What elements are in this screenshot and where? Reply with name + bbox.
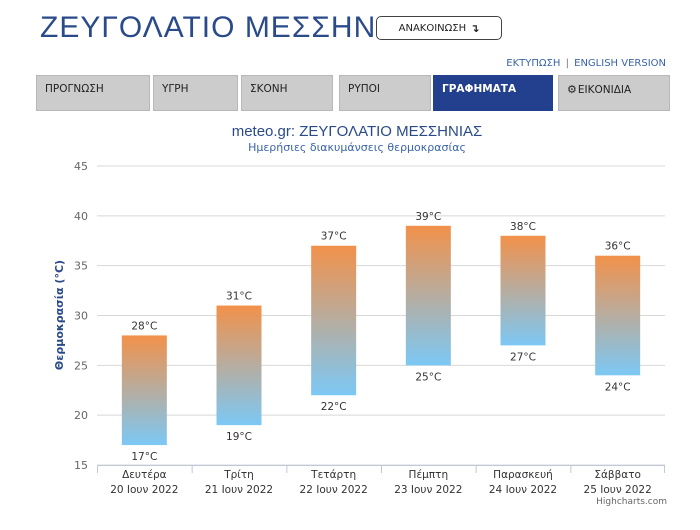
low-temp-label: 24°C [605,381,631,393]
x-tick-label-date: 21 Ιουν 2022 [205,484,273,496]
y-tick-label: 30 [74,310,88,323]
tab-charts[interactable]: ΓΡΑΦΗΜΑΤΑ [433,75,553,111]
y-axis-title: Θερμοκρασία (°C) [53,260,66,370]
announcement-label: ΑΝΑΚΟΙΝΩΣΗ [398,22,467,34]
top-links: ΕΚΤΥΠΩΣΗ | ENGLISH VERSION [506,58,666,69]
x-tick-label-date: 25 Ιουν 2022 [584,484,652,496]
temperature-range-bar [216,305,262,426]
x-tick-label-day: Δευτέρα [122,469,167,481]
high-temp-label: 36°C [605,241,631,253]
high-temp-label: 28°C [131,320,157,332]
x-tick-label-date: 24 Ιουν 2022 [489,484,557,496]
x-tick-label-day: Πέμπτη [409,469,449,481]
tab-label: ΕΙΚΟΝΙΔΙΑ [577,84,632,96]
chart-subtitle: Ημερήσιες διακυμάνσεις θερμοκρασίας [248,141,466,154]
tab-label: ΠΡΟΓΝΩΣΗ [45,83,104,95]
tab-label: ΡΥΠΟΙ [348,83,381,95]
gear-icon: ⚙ [567,83,577,96]
y-tick-label: 25 [74,359,88,372]
tab-humidity[interactable]: ΥΓΡΗ [153,75,238,111]
x-tick-label-day: Σάββατο [594,469,641,481]
high-temp-label: 39°C [415,211,441,223]
x-tick-label-day: Τρίτη [223,469,254,481]
tab-pollutants[interactable]: ΡΥΠΟΙ [339,75,431,111]
temperature-range-bar [500,235,546,346]
high-temp-label: 37°C [321,231,347,243]
tab-label: ΓΡΑΦΗΜΑΤΑ [442,83,517,95]
high-temp-label: 38°C [510,221,536,233]
low-temp-label: 25°C [415,371,441,383]
chart-credits[interactable]: Highcharts.com [596,497,667,507]
x-tick-label-date: 22 Ιουν 2022 [300,484,368,496]
x-tick-label-day: Παρασκευή [493,469,553,481]
temperature-range-bar [121,335,167,446]
y-tick-label: 40 [74,210,88,223]
english-version-link[interactable]: ENGLISH VERSION [574,58,666,69]
tab-icons[interactable]: ⚙ΕΙΚΟΝΙΔΙΑ [558,75,670,111]
link-separator: | [565,58,569,69]
temperature-range-bar [595,255,641,376]
temperature-range-bar [311,245,357,396]
tab-label: ΥΓΡΗ [162,83,189,95]
y-tick-label: 15 [74,459,88,472]
high-temp-label: 31°C [226,291,252,303]
tab-dust[interactable]: ΣΚΟΝΗ [241,75,333,111]
temperature-range-bar [405,225,451,366]
tab-label: ΣΚΟΝΗ [250,83,288,95]
print-link[interactable]: ΕΚΤΥΠΩΣΗ [506,58,561,69]
chart-title: meteo.gr: ΖΕΥΓΟΛΑΤΙΟ ΜΕΣΣΗΝΙΑΣ [232,123,483,140]
low-temp-label: 17°C [131,451,157,463]
tab-forecast[interactable]: ΠΡΟΓΝΩΣΗ [36,75,150,111]
page-title: ΖΕΥΓΟΛΑΤΙΟ ΜΕΣΣΗΝΙΑΣ [40,11,427,44]
x-tick-label-date: 20 Ιουν 2022 [110,484,178,496]
x-tick-label-date: 23 Ιουν 2022 [394,484,462,496]
announcement-button[interactable]: ΑΝΑΚΟΙΝΩΣΗ ↴ [376,16,502,40]
x-tick-label-day: Τετάρτη [310,469,356,481]
y-tick-label: 35 [74,260,88,273]
arrow-down-icon: ↴ [470,21,480,35]
tab-bar: ΠΡΟΓΝΩΣΗ ΥΓΡΗ ΣΚΟΝΗ ΡΥΠΟΙ ΓΡΑΦΗΜΑΤΑ ⚙ΕΙΚ… [36,75,670,111]
low-temp-label: 22°C [321,401,347,413]
low-temp-label: 27°C [510,351,536,363]
y-tick-label: 45 [74,160,88,173]
low-temp-label: 19°C [226,431,252,443]
y-tick-label: 20 [74,409,88,422]
